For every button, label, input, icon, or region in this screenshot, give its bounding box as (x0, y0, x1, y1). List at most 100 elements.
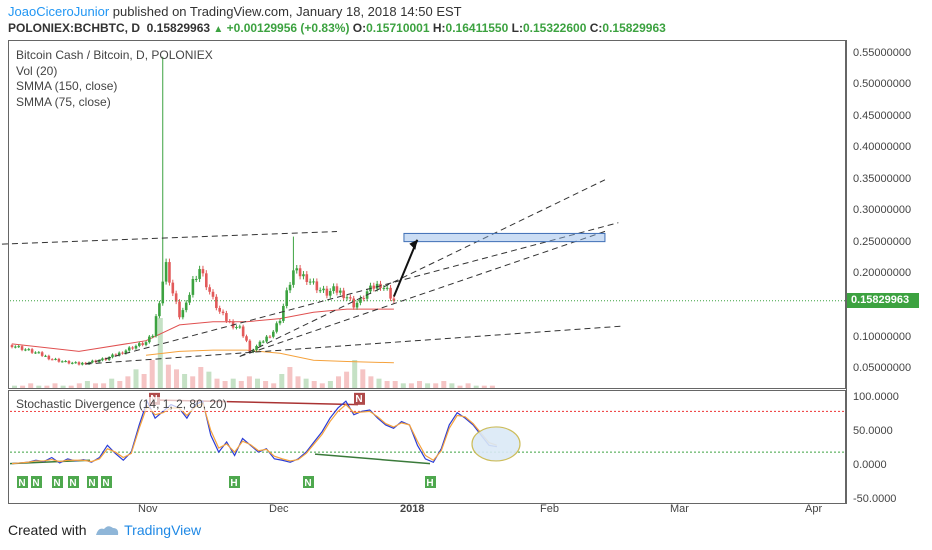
candle-body (144, 342, 148, 345)
candle-body (111, 354, 114, 358)
candle-body (205, 273, 208, 288)
volume-bar (344, 371, 350, 388)
candle-body (225, 313, 228, 322)
price-axis-tick: 0.45000000 (853, 109, 912, 122)
candle-body (352, 298, 355, 308)
volume-bar (303, 378, 309, 388)
price-axis-tick: 0.20000000 (853, 267, 912, 280)
tradingview-logo-icon[interactable] (90, 522, 124, 538)
volume-bar (149, 360, 155, 388)
candle-body (60, 361, 64, 363)
signal-badge-bullish (229, 476, 240, 488)
candle-body (339, 290, 342, 293)
candle-body (178, 301, 181, 318)
candle-body (282, 305, 285, 321)
volume-bar (165, 364, 171, 388)
volume-bar (198, 367, 204, 388)
time-axis-tick: Dec (269, 503, 289, 515)
signal-badge-bullish (17, 476, 28, 488)
open-label: O: (352, 21, 367, 35)
candle-body (268, 336, 272, 338)
volume-bar (28, 383, 34, 388)
candle-body (305, 274, 309, 282)
candle-body (57, 358, 61, 362)
candle-body (325, 288, 329, 296)
legend-smma-75[interactable]: SMMA (75, close) (16, 94, 111, 109)
volume-bar (133, 369, 139, 388)
price-axis-line (846, 40, 847, 504)
volume-bar (408, 383, 414, 388)
legend-smma-150[interactable]: SMMA (150, close) (16, 79, 118, 93)
candle-body (174, 293, 178, 302)
footer-branding: Created with TradingView (8, 522, 201, 538)
signal-badge-label: N (53, 478, 60, 489)
price-panel[interactable] (8, 40, 846, 389)
candle-body (359, 298, 362, 303)
trendline (85, 325, 622, 365)
candle-body (288, 284, 292, 291)
volume-bar (222, 381, 228, 388)
indicator-legend: Bitcoin Cash / Bitcoin, D, POLONIEX Vol … (16, 48, 213, 110)
candle-body (17, 346, 20, 348)
price-change: +0.00129956 (+0.83%) (226, 21, 350, 35)
volume-bar (190, 376, 196, 388)
tradingview-brand[interactable]: TradingView (124, 522, 202, 538)
candle-body (168, 262, 171, 283)
candle-body (188, 294, 191, 303)
candle-body (382, 287, 386, 289)
signal-badge-bullish (303, 476, 314, 488)
candle-body (117, 352, 121, 356)
volume-bar (141, 374, 147, 388)
candle-body (278, 320, 282, 324)
candle-body (37, 352, 41, 354)
signal-badge-bullish (87, 476, 98, 488)
candle-body (201, 269, 205, 274)
price-axis-tick: 0.05000000 (853, 362, 912, 375)
time-axis-tick: Feb (540, 503, 559, 515)
legend-vol[interactable]: Vol (20) (16, 63, 58, 78)
candle-body (389, 287, 392, 299)
stochastic-panel[interactable] (8, 390, 846, 504)
candle-body (44, 355, 47, 357)
candle-body (215, 296, 218, 309)
candle-body (261, 341, 265, 343)
stochastic-legend[interactable]: Stochastic Divergence (14, 1, 2, 80, 20) (16, 397, 227, 411)
candle-body (292, 270, 295, 285)
price-axis-tick: 0.50000000 (853, 78, 912, 91)
price-axis-tick: 0.35000000 (853, 172, 912, 185)
candle-body (349, 297, 352, 299)
volume-bar (36, 385, 42, 388)
candle-body (50, 359, 54, 361)
candle-body (30, 349, 34, 353)
highlight-ellipse (471, 426, 521, 462)
candle-body (97, 360, 101, 363)
candle-body (285, 290, 288, 306)
candle-body (127, 347, 131, 351)
candle-body (342, 290, 345, 299)
volume-bar (263, 381, 269, 388)
volume-bar (311, 381, 317, 388)
up-arrow-icon: ▲ (213, 24, 224, 35)
author-link[interactable]: JoaoCiceroJunior (8, 4, 110, 19)
time-axis-tick: Nov (138, 503, 158, 515)
candle-body (91, 360, 94, 363)
candle-body (228, 321, 232, 323)
close-label: C: (589, 21, 603, 35)
candle-body (14, 346, 17, 348)
candle-body (392, 298, 396, 301)
candle-body (101, 358, 104, 361)
volume-bar (20, 385, 26, 388)
volume-bar (368, 376, 374, 388)
candle-body (332, 286, 335, 292)
price-axis-tick: 0.30000000 (853, 204, 912, 217)
candle-body (308, 281, 312, 283)
volume-bar (68, 385, 74, 388)
volume-bar (400, 383, 406, 388)
signal-badge-label: N (88, 478, 95, 489)
volume-bar (392, 381, 398, 388)
volume-bar (489, 385, 495, 388)
volume-bar (287, 367, 293, 388)
trendline (85, 222, 619, 365)
trendline (1, 231, 337, 245)
